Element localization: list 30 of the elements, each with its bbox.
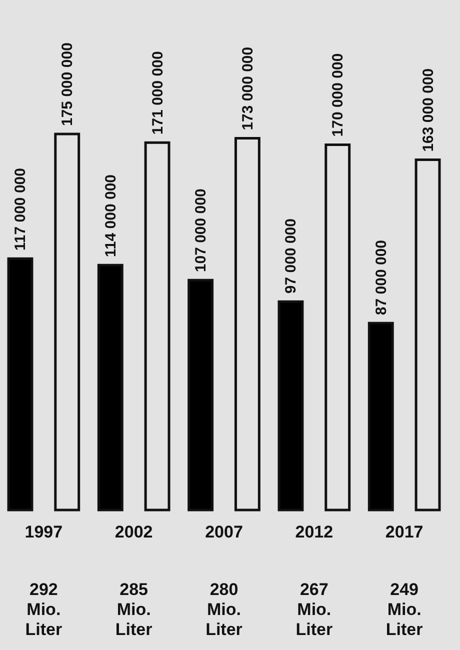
- data-label: 175 000 000: [59, 42, 76, 126]
- text: 292 Mio. Liter: [25, 580, 62, 639]
- x-tick-label: 2007: [205, 522, 243, 542]
- data-label: 173 000 000: [239, 46, 256, 130]
- bar: [188, 278, 214, 512]
- bar: [278, 300, 304, 512]
- bar: [414, 158, 441, 512]
- bar: [54, 132, 80, 512]
- bar: [368, 322, 394, 512]
- data-label: 170 000 000: [330, 53, 347, 137]
- data-label: 87 000 000: [372, 240, 390, 316]
- x-tick-label: 2017: [385, 522, 424, 542]
- bar: [324, 143, 351, 512]
- data-label: 114 000 000: [102, 174, 120, 258]
- text: 267 Mio. Liter: [296, 580, 333, 639]
- data-label: 171 000 000: [149, 51, 166, 135]
- bar: [7, 257, 34, 512]
- data-label: 117 000 000: [12, 168, 30, 251]
- text: 249 Mio. Liter: [386, 580, 424, 639]
- bar: [144, 141, 170, 512]
- data-label: 163 000 000: [420, 68, 437, 152]
- x-tick-label: 2002: [114, 522, 153, 542]
- data-label: 107 000 000: [192, 188, 210, 272]
- x-tick-label: 1997: [24, 522, 63, 542]
- text: 285 Mio. Liter: [115, 580, 153, 639]
- bar: [234, 137, 260, 512]
- text: 280 Mio. Liter: [206, 580, 243, 639]
- bar: [97, 264, 124, 512]
- x-tick-label: 2012: [295, 522, 334, 542]
- data-label: 97 000 000: [282, 218, 300, 294]
